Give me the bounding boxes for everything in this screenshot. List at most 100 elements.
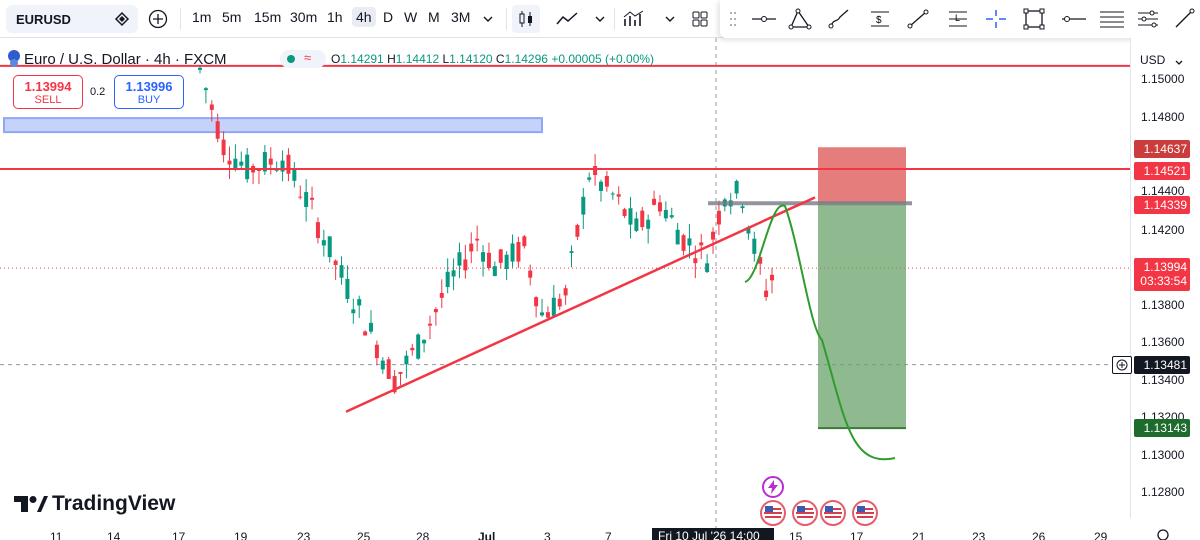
buy-button[interactable]: 1.13996 BUY xyxy=(114,75,184,109)
drawings xyxy=(0,64,1130,461)
candle-body xyxy=(516,242,521,262)
us-flag-icon[interactable] xyxy=(820,500,846,526)
parallel-channel-icon[interactable] xyxy=(1098,5,1126,33)
pencil-icon[interactable] xyxy=(1170,5,1198,33)
candle-body xyxy=(410,347,415,351)
candle-body xyxy=(758,257,763,264)
symbol-search[interactable]: EURUSD xyxy=(6,5,138,33)
timeframe-1h[interactable]: 1h xyxy=(327,9,343,25)
candles xyxy=(198,66,774,394)
long-position-icon[interactable]: L xyxy=(944,5,972,33)
timeframe-4h[interactable]: 4h xyxy=(352,7,376,27)
horizontal-ray-icon[interactable] xyxy=(750,5,778,33)
candle-body xyxy=(610,193,615,195)
market-status[interactable]: ≈ xyxy=(280,50,326,68)
timeframe-1m[interactable]: 1m xyxy=(192,9,212,25)
trendline-icon[interactable] xyxy=(904,5,932,33)
candle-body xyxy=(563,288,568,296)
axis-tick: 1.14200 xyxy=(1141,223,1185,237)
candle-body xyxy=(663,209,668,219)
us-flag-icon[interactable] xyxy=(792,500,818,526)
drag-handle-icon[interactable] xyxy=(726,5,740,33)
open-label: O xyxy=(331,52,341,66)
sell-button[interactable]: 1.13994 SELL xyxy=(13,75,83,109)
time-tick: 17 xyxy=(172,530,186,540)
candle-body xyxy=(245,154,250,180)
time-tick: 14 xyxy=(107,530,121,540)
candle-body xyxy=(221,139,226,156)
candle-body xyxy=(304,192,309,207)
candles-icon[interactable] xyxy=(512,5,540,33)
data-delay-icon: ≈ xyxy=(304,50,312,65)
add-alert-icon[interactable] xyxy=(1112,356,1132,374)
lightning-icon[interactable] xyxy=(762,476,784,498)
timeframe-d[interactable]: D xyxy=(383,9,394,25)
candle-body xyxy=(463,259,468,271)
axis-tick: 1.13800 xyxy=(1141,298,1185,312)
chevron-down-icon[interactable] xyxy=(586,5,614,33)
layout-icon[interactable] xyxy=(686,5,714,33)
axis-tick: 1.14800 xyxy=(1141,110,1185,124)
currency-selector[interactable]: USD xyxy=(1140,53,1166,67)
time-tick: 15 xyxy=(789,530,803,540)
candle-body xyxy=(616,194,621,197)
add-icon[interactable] xyxy=(144,5,172,33)
candle-body xyxy=(292,168,297,181)
chevron-down-icon[interactable] xyxy=(1174,55,1184,73)
timeframe-3m[interactable]: 3M xyxy=(451,9,471,25)
rectangle-icon[interactable] xyxy=(1020,5,1048,33)
text-icon[interactable]: $ xyxy=(866,5,894,33)
timeframe-15m[interactable]: 15m xyxy=(254,9,282,25)
fib-icon[interactable] xyxy=(786,5,814,33)
high-value: 1.14412 xyxy=(395,52,440,66)
candle-body xyxy=(534,297,539,307)
supply-zone xyxy=(3,117,543,134)
candle-body xyxy=(422,339,427,344)
brush-icon[interactable] xyxy=(826,5,854,33)
candle-body xyxy=(681,235,686,251)
timeframe-m[interactable]: M xyxy=(428,9,440,25)
timeframe-5m[interactable]: 5m xyxy=(222,9,242,25)
candle-body xyxy=(734,180,739,194)
candle-body xyxy=(262,152,267,172)
crosshair-icon[interactable] xyxy=(982,5,1010,33)
time-tick: 29 xyxy=(1094,530,1108,540)
line-chart-icon[interactable] xyxy=(553,5,581,33)
candle-body xyxy=(551,297,556,316)
high-label: H xyxy=(387,52,396,66)
us-flag-icon[interactable] xyxy=(760,500,786,526)
candle-body xyxy=(286,154,291,174)
candle-body xyxy=(457,252,462,266)
chevron-down-icon[interactable] xyxy=(656,5,684,33)
resistance-price-tag: 1.14521 xyxy=(1134,162,1190,180)
candle-body xyxy=(498,249,503,263)
chevron-down-icon[interactable] xyxy=(474,5,502,33)
timeframe-w[interactable]: W xyxy=(404,9,418,25)
us-flag-icon[interactable] xyxy=(852,500,878,526)
drawing-zones xyxy=(3,117,906,430)
candle-body xyxy=(652,198,657,205)
candle-body xyxy=(657,202,662,212)
candle-body xyxy=(569,251,574,254)
candle-body xyxy=(209,104,214,110)
timeframe-30m[interactable]: 30m xyxy=(290,9,318,25)
time-tick: 19 xyxy=(234,530,248,540)
candle-body xyxy=(740,206,745,209)
candle-body xyxy=(705,263,710,273)
candle-body xyxy=(699,242,704,246)
tradingview-logo-text: TradingView xyxy=(52,492,176,515)
target-edge xyxy=(818,427,906,430)
candle-body xyxy=(510,243,515,262)
horizontal-line-icon[interactable] xyxy=(1060,5,1088,33)
candle-body xyxy=(369,322,374,332)
time-tick: 28 xyxy=(416,530,430,540)
candle-body xyxy=(386,359,391,379)
settings-icon[interactable] xyxy=(1134,5,1162,33)
time-tick: 25 xyxy=(357,530,371,540)
settings-icon[interactable] xyxy=(1156,528,1170,540)
crosshair-time-label: Fri 10 Jul '26 14:00 xyxy=(652,528,774,540)
price-chart[interactable] xyxy=(0,38,1130,540)
candle-body xyxy=(711,231,716,240)
buy-price: 1.13996 xyxy=(125,79,173,94)
indicators-icon[interactable] xyxy=(620,5,648,33)
